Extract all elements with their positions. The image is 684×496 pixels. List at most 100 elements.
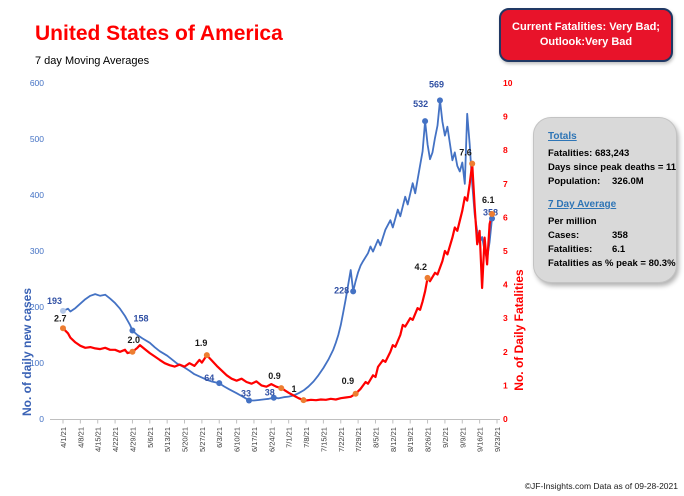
x-tick-label: 5/20/21 (181, 427, 190, 452)
data-point-label: 0.9 (342, 376, 355, 386)
y-right-tick-label: 0 (503, 414, 508, 424)
fatalities-marker (129, 348, 136, 355)
data-point-label: 1 (292, 384, 297, 394)
fatalities-marker (203, 352, 210, 359)
data-point-label: 228 (334, 285, 349, 295)
footer-credit: ©JF-Insights.com Data as of 09-28-2021 (524, 481, 678, 491)
y-left-tick-label: 300 (30, 246, 44, 256)
x-tick-label: 8/12/21 (389, 427, 398, 452)
y-left-tick-label: 400 (30, 190, 44, 200)
y-left-axis-title: No. of daily new cases (20, 288, 34, 416)
x-tick-label: 6/24/21 (267, 427, 276, 452)
y-right-tick-label: 2 (503, 347, 508, 357)
x-tick-label: 5/6/21 (146, 427, 155, 448)
x-tick-label: 4/29/21 (128, 427, 137, 452)
y-right-tick-label: 7 (503, 179, 508, 189)
stat-row: Fatalities: 683,243 (548, 147, 664, 161)
x-tick-label: 7/29/21 (354, 427, 363, 452)
x-tick-label: 9/2/21 (441, 427, 450, 448)
cases-line (62, 99, 493, 402)
data-point-label: 532 (413, 99, 428, 109)
data-point-label: 193 (47, 296, 62, 306)
status-line-current: Current Fatalities: Very Bad; (512, 20, 660, 33)
fatalities-line (61, 162, 494, 402)
x-tick-label: 5/27/21 (198, 427, 207, 452)
y-right-tick-label: 3 (503, 313, 508, 323)
cases-marker (60, 307, 66, 314)
data-point-label: 7.6 (459, 148, 472, 158)
data-point-label: 38 (265, 388, 275, 398)
seven-day-heading: 7 Day Average (548, 199, 617, 210)
status-line-outlook: Outlook:Very Bad (539, 36, 633, 48)
x-tick-label: 4/22/21 (111, 427, 120, 452)
stat-value: 326.0M (612, 176, 644, 187)
stats-panel: Totals Fatalities: 683,243 Days since pea… (533, 117, 677, 283)
data-point-label: 2.7 (54, 313, 67, 323)
y-right-tick-label: 9 (503, 112, 508, 122)
y-left-tick-label: 100 (30, 358, 44, 368)
y-left-tick-label: 500 (30, 134, 44, 144)
x-tick-label: 9/16/21 (476, 427, 485, 452)
cases-marker (350, 288, 357, 295)
stat-row: Days since peak deaths = 11 (548, 161, 676, 175)
x-tick-label: 6/10/21 (233, 427, 242, 452)
stat-value: 358 (612, 230, 628, 241)
seven-day-rows: Per million Cases: 358 Fatalities: 6.1 Fatali… (548, 215, 676, 271)
cases-marker (129, 327, 136, 334)
data-point-label: 158 (133, 314, 148, 324)
data-point-label: 2.0 (127, 335, 140, 345)
x-tick-label: 9/23/21 (493, 427, 502, 452)
stat-value: 6.1 (612, 244, 626, 255)
data-point-label: 6.1 (482, 195, 495, 205)
y-right-tick-label: 1 (503, 380, 508, 390)
x-tick-label: 4/15/21 (94, 427, 103, 452)
y-left-tick-label: 200 (30, 302, 44, 312)
stat-label: Population: (548, 176, 601, 187)
stat-row: Population: 326.0M (548, 175, 664, 189)
stat-label: Per million (548, 216, 597, 227)
x-tick-label: 5/13/21 (163, 427, 172, 452)
stat-row: Fatalities: 6.1 (548, 243, 664, 257)
cases-marker (216, 380, 223, 387)
x-tick-label: 6/3/21 (215, 427, 224, 448)
stat-label: Fatalities as % peak = 80.3% (548, 258, 676, 269)
data-point-label: 64 (204, 373, 214, 383)
y-right-tick-label: 4 (503, 280, 508, 290)
stat-label: Days since peak deaths = 11 (548, 162, 677, 173)
fatalities-marker (489, 211, 496, 218)
data-point-label: 569 (429, 79, 444, 89)
stat-label: Fatalities: 683,243 (548, 148, 630, 159)
x-tick-label: 7/8/21 (302, 427, 311, 448)
totals-heading: Totals (548, 131, 577, 142)
stat-row: Per million (548, 215, 664, 229)
x-tick-label: 8/19/21 (406, 427, 415, 452)
x-tick-label: 7/22/21 (337, 427, 346, 452)
x-tick-label: 8/5/21 (371, 427, 380, 448)
y-right-axis-title: No. of Daily Fatalities (512, 269, 526, 391)
y-right-tick-label: 10 (503, 78, 513, 88)
cases-marker (246, 397, 252, 404)
y-right-tick-label: 6 (503, 212, 508, 222)
cases-marker (270, 394, 277, 401)
data-point-label: 1.9 (195, 338, 208, 348)
page-title: United States of America (35, 22, 283, 45)
x-tick-label: 9/9/21 (458, 427, 467, 448)
stat-row: Cases: 358 (548, 229, 664, 243)
cases-marker (489, 215, 496, 222)
fatalities-marker (300, 397, 307, 404)
cases-marker (422, 118, 429, 125)
x-tick-label: 8/26/21 (424, 427, 433, 452)
totals-rows: Fatalities: 683,243 Days since peak death… (548, 147, 676, 189)
y-left-tick-label: 600 (30, 78, 44, 88)
fatalities-marker (278, 385, 285, 392)
chart-subtitle: 7 day Moving Averages (35, 55, 150, 67)
fatalities-marker (424, 274, 431, 281)
data-point-label: 0.9 (268, 371, 281, 381)
fatalities-marker (60, 325, 66, 332)
status-banner: Current Fatalities: Very Bad; Outlook:Ve… (499, 8, 673, 62)
x-tick-label: 7/15/21 (319, 427, 328, 452)
x-tick-label: 4/1/21 (59, 427, 68, 448)
fatalities-marker (352, 390, 359, 397)
